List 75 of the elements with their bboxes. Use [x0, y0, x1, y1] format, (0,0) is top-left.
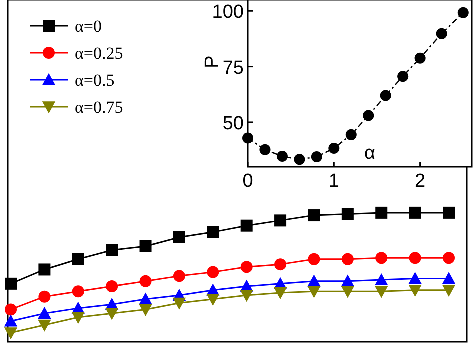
point — [328, 143, 340, 154]
point — [346, 129, 357, 140]
point — [72, 286, 84, 298]
point — [72, 312, 85, 324]
point — [308, 286, 321, 298]
point — [173, 231, 186, 244]
point — [72, 253, 84, 266]
point — [376, 252, 388, 264]
point — [276, 151, 288, 162]
point — [341, 286, 355, 298]
point — [140, 275, 152, 288]
x-tick-label: 1 — [328, 171, 340, 192]
point — [436, 28, 448, 40]
point — [38, 264, 51, 276]
legend-label: α=0.75 — [75, 98, 124, 117]
point — [139, 292, 152, 305]
point — [380, 90, 392, 102]
point — [38, 320, 52, 332]
point — [341, 274, 355, 287]
point — [173, 270, 186, 282]
point — [363, 110, 374, 122]
point — [139, 304, 152, 316]
y-tick-label: 100 — [212, 2, 244, 24]
point — [38, 290, 51, 303]
point — [274, 214, 287, 227]
point — [240, 261, 253, 274]
point — [308, 253, 320, 266]
point — [442, 284, 456, 297]
legend-label: α=0 — [75, 17, 102, 36]
point — [38, 307, 52, 320]
x-axis-title: α — [364, 143, 376, 164]
point — [409, 206, 422, 219]
point — [398, 71, 409, 82]
point — [342, 208, 354, 220]
point — [240, 290, 254, 302]
point — [206, 294, 220, 306]
y-tick-label: 75 — [222, 58, 244, 79]
point — [274, 288, 288, 300]
point — [106, 244, 118, 256]
point — [207, 266, 220, 278]
point — [442, 272, 456, 284]
point — [4, 328, 18, 340]
x-tick-label: 2 — [415, 171, 426, 192]
point — [375, 273, 388, 286]
y-tick-label: 50 — [222, 113, 244, 134]
point — [408, 284, 422, 297]
point — [274, 258, 287, 271]
point — [260, 144, 271, 156]
point — [408, 272, 422, 284]
point — [242, 132, 254, 144]
point — [308, 210, 320, 222]
point — [105, 308, 119, 320]
point — [409, 252, 422, 264]
point — [311, 151, 322, 162]
point — [140, 240, 152, 252]
point — [4, 314, 18, 327]
point — [172, 298, 186, 310]
point — [5, 278, 17, 290]
point — [106, 280, 118, 293]
x-tick-label: 0 — [242, 171, 254, 192]
point — [443, 252, 455, 264]
point — [458, 7, 469, 18]
point — [5, 304, 17, 316]
point — [443, 206, 455, 219]
point — [294, 154, 306, 166]
point — [240, 220, 253, 232]
point — [342, 253, 354, 266]
y-axis-title: P — [202, 56, 223, 68]
point — [376, 206, 388, 219]
point — [375, 286, 388, 298]
legend-label: α=0.5 — [75, 71, 115, 90]
point — [207, 226, 220, 238]
point — [308, 274, 321, 287]
point — [414, 52, 426, 64]
legend-label: α=0.25 — [75, 44, 124, 63]
